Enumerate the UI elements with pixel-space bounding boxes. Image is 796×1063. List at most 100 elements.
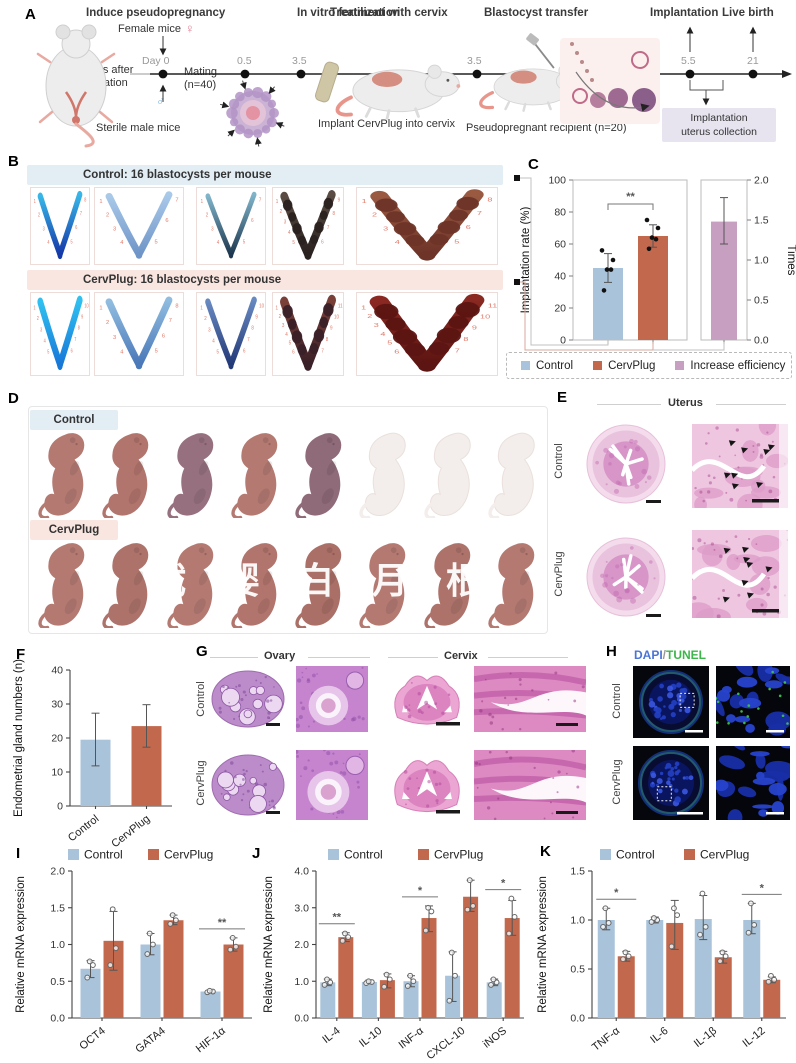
cervplug-pups-row (34, 540, 542, 630)
site-number: 3 (284, 219, 287, 225)
uterus-zoom-image (692, 530, 788, 618)
data-point (508, 895, 515, 902)
y-axis-label: Relative mRNA expression (537, 876, 549, 1013)
uterus-box: 1 2 3 4 5 6 7 8 9 10 11 (356, 292, 498, 376)
title-line (488, 657, 568, 658)
timeline-dot (296, 69, 306, 79)
site-number: 2 (280, 209, 283, 215)
site-number: 8 (175, 304, 178, 310)
significance-text: ** (218, 917, 227, 929)
site-number: 9 (330, 325, 333, 332)
data-point (719, 949, 726, 956)
site-number: 5 (217, 349, 220, 356)
panel-d-label: D (8, 390, 19, 407)
site-number: 2 (206, 212, 209, 219)
pup-image (424, 432, 471, 518)
pup-image (295, 433, 342, 518)
site-number: 7 (247, 337, 250, 344)
legend-label: CervPlug (700, 848, 749, 862)
site-number: 9 (81, 314, 83, 321)
site-number: 4 (120, 350, 124, 356)
data-point (600, 923, 606, 930)
legend-cervplug-label: CervPlug (608, 359, 656, 372)
site-number: 3 (113, 335, 116, 341)
legend-swatch (600, 849, 611, 860)
data-point (206, 987, 213, 994)
significance-text: ** (333, 912, 342, 924)
timeline-dot (240, 69, 250, 79)
data-point (404, 983, 411, 989)
site-number: 3 (40, 327, 42, 334)
control-header: Control: 16 blastocysts per mouse (27, 165, 503, 185)
mrna-chart-i: 0.0 0.5 1.0 1.5 2.0 Relative mRNA expression O… (8, 843, 260, 1063)
x-axis-label: IL-10 (357, 1025, 384, 1050)
panel-g-label: G (196, 643, 208, 660)
axis-tick-label: 1.5 (754, 215, 769, 227)
axis-tick-label: 0.5 (570, 964, 585, 976)
bar (743, 920, 761, 1018)
panel-k-label: K (540, 843, 551, 860)
site-number: 2 (367, 313, 372, 320)
phase-induce: Induce pseudopregnancy (86, 7, 226, 19)
legend-swatch (68, 849, 79, 860)
data-point (109, 906, 116, 913)
site-number: 3 (208, 327, 211, 334)
data-point (342, 930, 348, 937)
cervix-zoom-image (474, 750, 586, 820)
phase-implantation: Implantation (650, 7, 719, 19)
collection-line2: uterus collection (681, 125, 757, 138)
site-number: 10 (480, 313, 490, 320)
pup-image (38, 433, 85, 518)
site-number: 10 (334, 314, 339, 321)
x-axis-label: iNOS (481, 1025, 509, 1051)
x-axis-label: Control (66, 813, 101, 844)
d-cervplug-chip: CervPlug (30, 520, 118, 540)
site-number: 2 (106, 213, 109, 219)
bar (338, 937, 354, 1018)
title-line (308, 657, 370, 658)
axis-tick-label: 0.0 (50, 1013, 65, 1025)
timeline-dot (472, 69, 482, 79)
cervix-section-image (394, 760, 460, 814)
site-number: 8 (251, 325, 254, 332)
scale-bar (646, 614, 661, 617)
legend-swatch (684, 849, 695, 860)
scale-bar (436, 810, 460, 814)
h-control-label: Control (611, 683, 623, 719)
x-axis-label: IL-1β (692, 1025, 719, 1050)
site-number: 4 (120, 240, 123, 246)
axis-tick-label: 2.0 (754, 175, 769, 187)
bar (140, 944, 161, 1018)
mating-n-label: (n=40) (184, 79, 217, 91)
legend-label: Control (616, 848, 655, 862)
pup-image (359, 543, 406, 628)
significance-text: * (418, 885, 423, 897)
bar (617, 956, 635, 1018)
cervplug-header: CervPlug: 16 blastocysts per mouse (27, 270, 503, 290)
bar (694, 919, 712, 1018)
timeline-dot (748, 69, 758, 79)
data-point (345, 934, 352, 941)
uterus-section-image (586, 537, 666, 617)
data-point (464, 906, 471, 913)
arrowhead-marker (767, 444, 775, 451)
data-point (150, 941, 156, 948)
data-point (446, 997, 453, 1004)
fluorescence-zoom-image (716, 746, 790, 820)
site-number: 7 (327, 225, 330, 231)
scale-bar (266, 811, 280, 814)
axis-tick-label: 1.0 (754, 255, 769, 267)
data-point (321, 982, 328, 988)
panel-e-label: E (557, 389, 568, 406)
site-number: 7 (455, 347, 460, 354)
collection-line1: Implantation (690, 112, 748, 124)
data-point (229, 934, 236, 941)
site-number: 2 (372, 212, 377, 218)
pup-image (359, 432, 407, 518)
castration-label-1: 2 weeks after (68, 64, 134, 76)
legend-swatch (418, 849, 429, 860)
site-number: 3 (374, 322, 379, 329)
data-point (646, 246, 652, 252)
